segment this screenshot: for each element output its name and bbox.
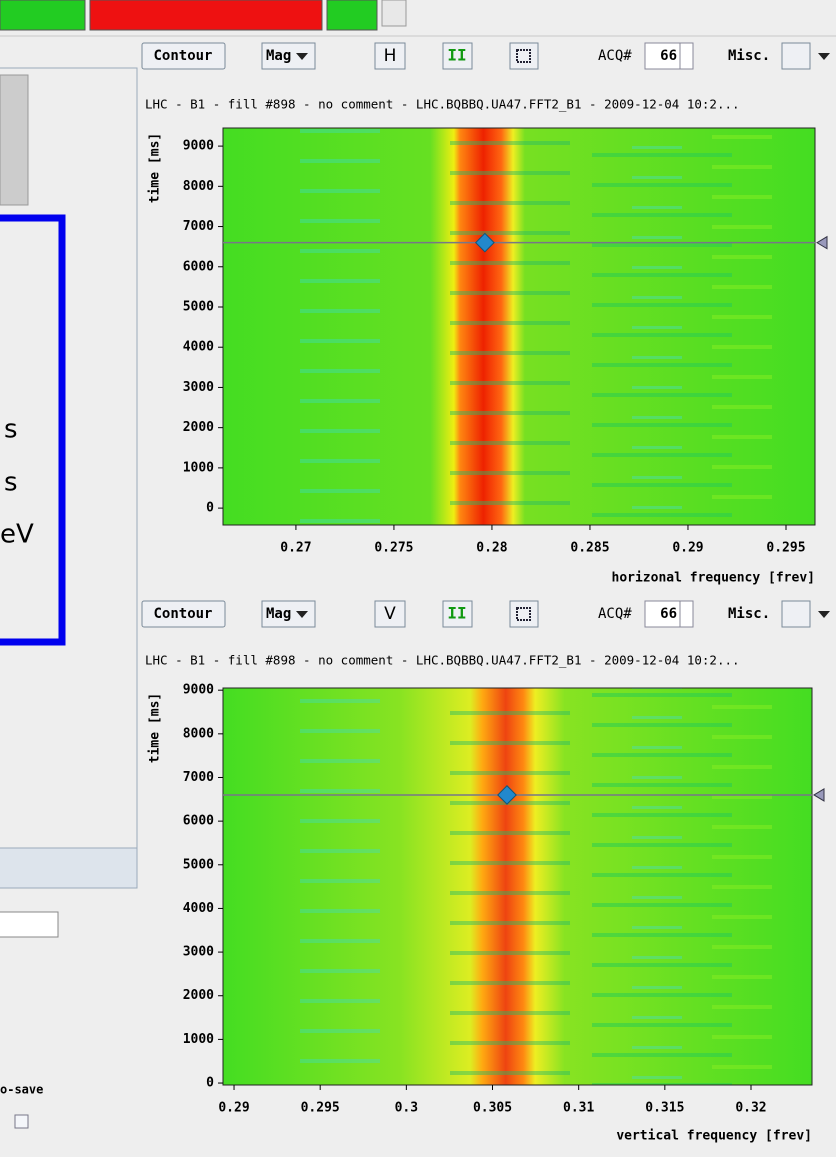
y-tick-label: 0 (206, 1076, 214, 1091)
left-text: s (4, 468, 18, 498)
misc-label: Misc. (728, 606, 770, 622)
x-axis-label: vertical frequency [frev] (616, 1129, 812, 1144)
x-axis-label: horizonal frequency [frev] (612, 571, 816, 586)
x-tick-label: 0.275 (374, 541, 413, 556)
combo-arrow (296, 53, 308, 60)
y-tick-label: 8000 (183, 179, 214, 194)
cursor-handle[interactable] (813, 788, 825, 802)
combo-arrow (818, 611, 830, 618)
auto-save-checkbox[interactable] (14, 1114, 29, 1129)
tab-bar[interactable] (0, 847, 138, 889)
contour-button[interactable] (141, 42, 226, 70)
table-icon (516, 49, 531, 63)
cursor-marker (474, 232, 495, 253)
pause-button[interactable] (442, 600, 473, 628)
y-axis-label: time [ms] (148, 133, 163, 203)
y-tick-label: 1000 (183, 1032, 214, 1047)
acq-label: ACQ# (598, 606, 632, 622)
left-panel: s s eV o-save (0, 67, 138, 1129)
mode-combo[interactable] (261, 600, 316, 628)
left-text: eV (0, 520, 34, 550)
plane-label: H (384, 46, 397, 66)
acq-value: 66 (660, 48, 677, 64)
x-tick-label: 0.285 (570, 541, 609, 556)
y-tick-label: 8000 (183, 726, 214, 741)
x-tick-label: 0.295 (301, 1101, 340, 1116)
y-tick-label: 5000 (183, 857, 214, 872)
table-button[interactable] (509, 42, 539, 70)
mode-label: Mag (266, 606, 291, 622)
x-tick-label: 0.29 (218, 1101, 249, 1116)
y-tick-label: 2000 (183, 420, 214, 435)
acq-value: 66 (660, 606, 677, 622)
zoom-button[interactable] (781, 600, 811, 628)
y-tick-label: 4000 (183, 340, 214, 355)
acq-spinner[interactable] (644, 600, 694, 628)
y-axis-label: time [ms] (148, 693, 163, 763)
y-tick-label: 5000 (183, 299, 214, 314)
misc-label: Misc. (728, 48, 770, 64)
y-tick-label: 0 (206, 501, 214, 516)
x-tick-label: 0.31 (563, 1101, 594, 1116)
auto-save-label: o-save (0, 1083, 43, 1097)
y-tick-label: 7000 (183, 770, 214, 785)
y-tick-label: 1000 (183, 460, 214, 475)
zoom-button[interactable] (781, 42, 811, 70)
acq-label: ACQ# (598, 48, 632, 64)
contour-button[interactable] (141, 600, 226, 628)
x-tick-label: 0.27 (280, 541, 311, 556)
y-tick-label: 4000 (183, 901, 214, 916)
y-tick-label: 2000 (183, 988, 214, 1003)
acq-spinner[interactable] (644, 42, 694, 70)
contour-label: Contour (153, 606, 212, 622)
spectrogram-texture (223, 128, 815, 525)
y-tick-label: 9000 (183, 683, 214, 698)
text-field[interactable] (0, 911, 59, 938)
pause-button[interactable] (442, 42, 473, 70)
x-tick-label: 0.315 (645, 1101, 684, 1116)
combo-arrow (296, 611, 308, 618)
table-icon (516, 607, 531, 621)
y-tick-label: 6000 (183, 814, 214, 829)
y-tick-label: 7000 (183, 219, 214, 234)
mode-label: Mag (266, 48, 291, 64)
y-tick-label: 9000 (183, 139, 214, 154)
subtitle: LHC - B1 - fill #898 - no comment - LHC.… (145, 653, 740, 668)
x-tick-label: 0.3 (395, 1101, 418, 1116)
x-tick-label: 0.28 (476, 541, 507, 556)
x-tick-label: 0.29 (672, 541, 703, 556)
y-tick-label: 3000 (183, 380, 214, 395)
cursor-marker (497, 785, 517, 805)
plane-button[interactable] (374, 600, 406, 628)
cursor-handle[interactable] (816, 235, 828, 250)
left-text: s (4, 415, 18, 445)
y-tick-label: 3000 (183, 945, 214, 960)
top-strip (0, 0, 836, 37)
pause-label: II (447, 46, 466, 65)
x-tick-label: 0.32 (735, 1101, 766, 1116)
pause-label: II (447, 604, 466, 623)
x-tick-label: 0.295 (766, 541, 805, 556)
plot-frame (222, 687, 813, 1086)
plot-frame (222, 127, 816, 526)
combo-arrow (818, 53, 830, 60)
plane-button[interactable] (374, 42, 406, 70)
spectrogram-texture (223, 688, 812, 1085)
contour-label: Contour (153, 48, 212, 64)
y-tick-label: 6000 (183, 259, 214, 274)
mode-combo[interactable] (261, 42, 316, 70)
subtitle: LHC - B1 - fill #898 - no comment - LHC.… (145, 97, 740, 112)
plane-label: V (384, 604, 396, 624)
table-button[interactable] (509, 600, 539, 628)
x-tick-label: 0.305 (473, 1101, 512, 1116)
